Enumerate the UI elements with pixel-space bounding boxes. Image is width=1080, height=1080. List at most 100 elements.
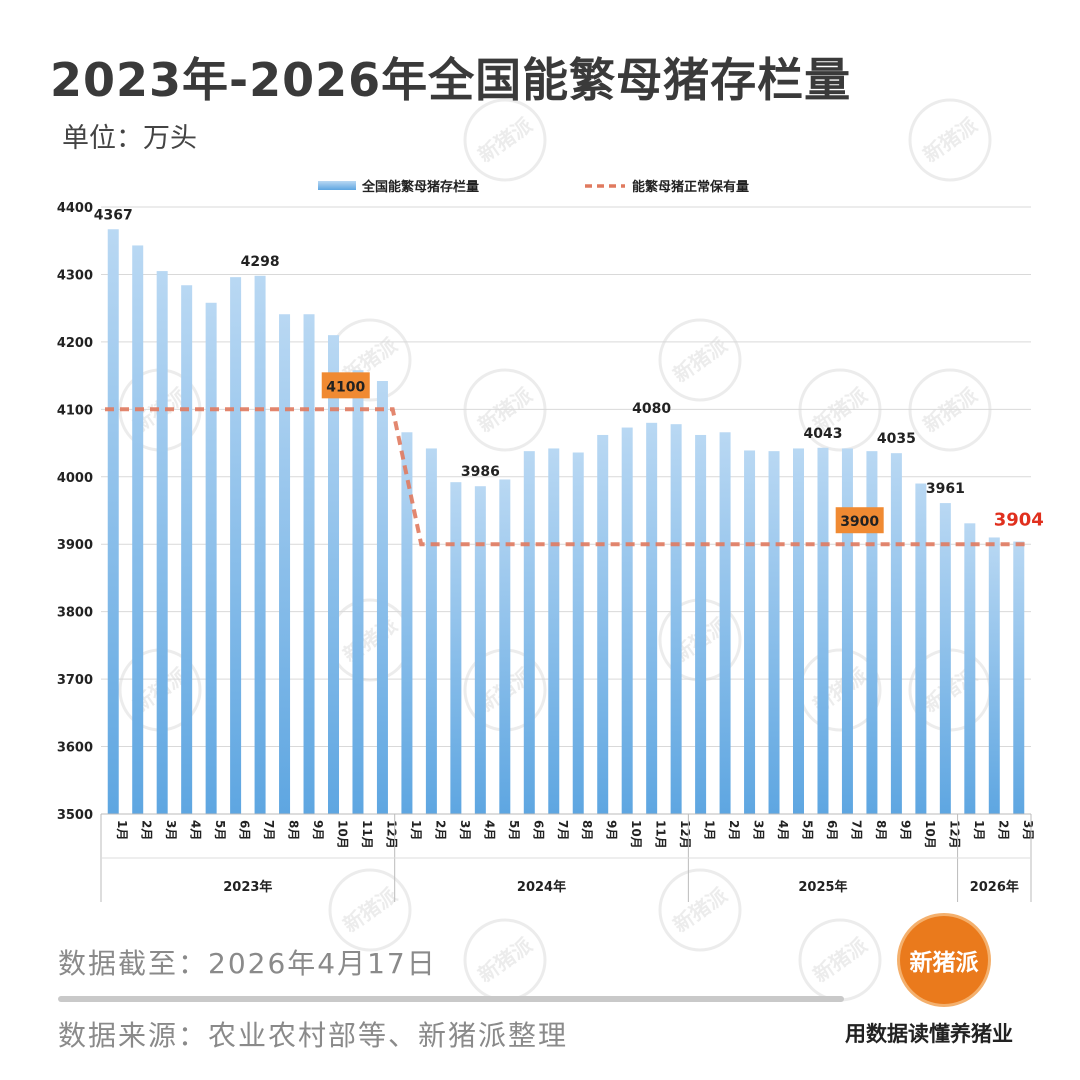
bar bbox=[132, 245, 144, 814]
bar bbox=[548, 448, 560, 814]
y-tick-label: 4200 bbox=[57, 336, 93, 351]
x-tick-label: 10月 bbox=[629, 820, 643, 849]
footer-divider bbox=[58, 996, 844, 1002]
x-tick-label: 11月 bbox=[654, 820, 668, 849]
year-group-label: 2025年 bbox=[798, 879, 847, 895]
bar bbox=[621, 427, 633, 814]
data-label: 4043 bbox=[803, 426, 842, 442]
y-tick-label: 4400 bbox=[57, 201, 93, 216]
watermark-text: 新猪派 bbox=[809, 932, 873, 987]
brand-logo-text: 新猪派 bbox=[909, 950, 979, 976]
y-tick-label: 4000 bbox=[57, 471, 93, 486]
y-tick-label: 4300 bbox=[57, 268, 93, 283]
data-label: 4035 bbox=[877, 431, 916, 447]
legend-bar-label: 全国能繁母猪存栏量 bbox=[361, 179, 479, 195]
x-tick-label: 6月 bbox=[531, 820, 545, 840]
watermark: 新猪派 bbox=[658, 868, 742, 952]
data-label: 3986 bbox=[461, 464, 500, 480]
brand-logo: 新猪派 bbox=[900, 916, 988, 1004]
bar bbox=[523, 451, 535, 814]
legend: 全国能繁母猪存栏量 能繁母猪正常保有量 bbox=[318, 179, 749, 195]
x-tick-label: 9月 bbox=[898, 820, 912, 840]
data-date: 数据截至：2026年4月17日 bbox=[58, 947, 437, 980]
bar bbox=[181, 285, 193, 814]
y-tick-label: 4100 bbox=[57, 403, 93, 418]
x-tick-label: 1月 bbox=[972, 820, 986, 840]
bar bbox=[646, 422, 658, 814]
bar bbox=[450, 482, 462, 814]
bar bbox=[988, 537, 1000, 814]
x-tick-label: 4月 bbox=[189, 820, 203, 840]
x-tick-label: 10月 bbox=[923, 820, 937, 849]
reference-callout-box bbox=[321, 372, 370, 399]
watermark: 新猪派 bbox=[798, 918, 882, 1002]
x-tick-label: 3月 bbox=[1021, 820, 1035, 840]
reference-line bbox=[105, 407, 1029, 547]
bar bbox=[328, 335, 339, 814]
x-tick-label: 7月 bbox=[556, 820, 570, 840]
bar bbox=[793, 448, 804, 814]
bar bbox=[817, 447, 829, 814]
bar bbox=[230, 277, 242, 814]
bar bbox=[939, 503, 951, 814]
x-tick-label: 4月 bbox=[776, 820, 790, 840]
y-tick-label: 3600 bbox=[57, 741, 93, 756]
x-tick-label: 2月 bbox=[996, 820, 1010, 840]
bar bbox=[401, 432, 413, 814]
x-tick-label: 2月 bbox=[727, 820, 741, 840]
data-label: 4298 bbox=[241, 254, 280, 270]
bar bbox=[866, 451, 878, 814]
x-tick-label: 6月 bbox=[825, 820, 839, 840]
watermark: 新猪派 bbox=[658, 318, 742, 402]
x-tick-label: 7月 bbox=[262, 820, 276, 840]
watermark: 新猪派 bbox=[463, 98, 547, 182]
x-tick-label: 1月 bbox=[703, 820, 717, 840]
y-tick-label: 3500 bbox=[57, 808, 93, 823]
bar bbox=[499, 479, 511, 814]
year-group-label: 2023年 bbox=[223, 879, 272, 895]
watermark: 新猪派 bbox=[463, 918, 547, 1002]
watermark: 新猪派 bbox=[908, 98, 992, 182]
x-tick-label: 9月 bbox=[311, 820, 325, 840]
x-tick-label: 5月 bbox=[213, 820, 227, 840]
watermark-text: 新猪派 bbox=[919, 112, 983, 167]
bar bbox=[719, 432, 731, 814]
bar bbox=[303, 314, 315, 814]
watermark-text: 新猪派 bbox=[474, 932, 538, 987]
bar bbox=[254, 275, 266, 814]
x-tick-label: 1月 bbox=[409, 820, 423, 840]
bar bbox=[474, 486, 486, 814]
bar bbox=[425, 448, 437, 814]
x-tick-label: 5月 bbox=[507, 820, 521, 840]
x-tick-label: 2月 bbox=[433, 820, 447, 840]
x-tick-label: 12月 bbox=[947, 820, 961, 849]
x-tick-label: 8月 bbox=[580, 820, 594, 840]
legend-bar-swatch bbox=[318, 181, 356, 190]
bar bbox=[890, 453, 902, 814]
data-label: 4080 bbox=[632, 401, 671, 417]
data-label: 4367 bbox=[94, 207, 133, 223]
unit-label: 单位：万头 bbox=[62, 123, 197, 154]
bar bbox=[597, 434, 609, 814]
x-tick-label: 11月 bbox=[360, 820, 374, 849]
reference-callout-label: 4100 bbox=[326, 379, 365, 395]
legend-line-label: 能繁母猪正常保有量 bbox=[632, 179, 749, 195]
x-tick-label: 3月 bbox=[164, 820, 178, 840]
watermark-text: 新猪派 bbox=[339, 882, 403, 937]
bar bbox=[572, 452, 584, 814]
bar bbox=[279, 314, 291, 814]
bar bbox=[695, 434, 707, 814]
watermark: 新猪派 bbox=[463, 368, 547, 452]
y-tick-label: 3900 bbox=[57, 538, 93, 553]
x-tick-label: 3月 bbox=[458, 820, 472, 840]
data-label-highlight: 3904 bbox=[994, 510, 1044, 531]
watermark: 新猪派 bbox=[328, 868, 412, 952]
bar bbox=[376, 381, 388, 814]
bar bbox=[156, 271, 168, 814]
watermark-text: 新猪派 bbox=[339, 612, 403, 667]
x-tick-label: 10月 bbox=[336, 820, 350, 849]
bar bbox=[744, 450, 756, 814]
x-tick-label: 12月 bbox=[384, 820, 398, 849]
year-group-label: 2024年 bbox=[517, 879, 566, 895]
